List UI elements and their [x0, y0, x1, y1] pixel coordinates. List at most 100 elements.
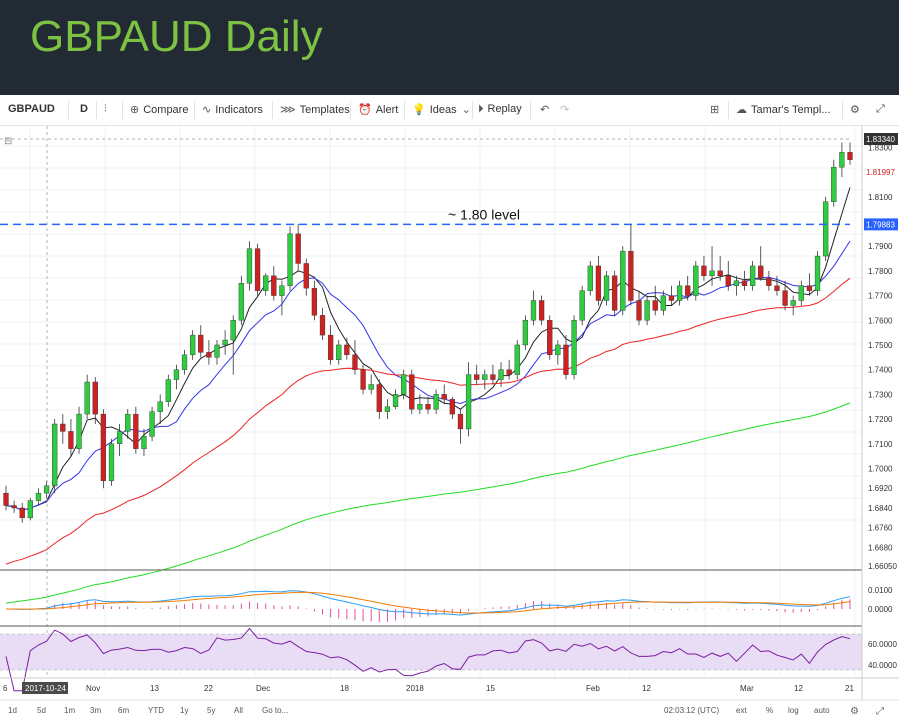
candle-body[interactable]	[198, 334, 204, 353]
candle-body[interactable]	[141, 436, 147, 449]
candle-body[interactable]	[133, 413, 139, 449]
candle-body[interactable]	[352, 354, 358, 370]
range-button-5d[interactable]: 5d	[37, 706, 46, 715]
interval-button[interactable]: D	[80, 103, 88, 115]
candle-body[interactable]	[100, 413, 107, 481]
candle-body[interactable]	[644, 300, 650, 321]
redo-button[interactable]: ↷	[560, 103, 573, 116]
candle-body[interactable]	[612, 275, 618, 311]
candle-body[interactable]	[125, 413, 131, 432]
symbol-button[interactable]: GBPAUD	[8, 103, 55, 115]
candle-body[interactable]	[522, 320, 529, 346]
candle-body[interactable]	[725, 275, 731, 286]
candle-body[interactable]	[360, 369, 366, 390]
candle-body[interactable]	[433, 394, 439, 410]
candle-body[interactable]	[157, 401, 163, 412]
range-button-ytd[interactable]: YTD	[148, 706, 164, 715]
chart-area[interactable]: ~ 1.80 level ⊟ 0.0100 0.0000 60.0000 40.00…	[0, 126, 899, 718]
candle-body[interactable]	[35, 492, 42, 501]
candle-body[interactable]	[782, 290, 788, 306]
candle-body[interactable]	[660, 295, 666, 311]
candle-body[interactable]	[693, 265, 699, 296]
candle-body[interactable]	[3, 492, 9, 506]
layout-grid-button[interactable]: ⊞	[710, 103, 723, 116]
candle-body[interactable]	[652, 300, 658, 311]
candle-body[interactable]	[319, 315, 326, 336]
candle-body[interactable]	[441, 394, 447, 400]
candle-body[interactable]	[84, 381, 90, 415]
candle-body[interactable]	[230, 320, 236, 341]
candle-body[interactable]	[60, 423, 66, 432]
candle-body[interactable]	[506, 369, 512, 375]
candle-body[interactable]	[717, 270, 723, 277]
candle-body[interactable]	[798, 285, 804, 301]
templates-button[interactable]: ⋙ Templates	[280, 103, 350, 116]
ext-toggle[interactable]: ext	[736, 706, 747, 715]
candle-body[interactable]	[636, 300, 642, 321]
candle-body[interactable]	[52, 423, 58, 486]
candle-body[interactable]	[831, 166, 837, 202]
candle-body[interactable]	[376, 384, 382, 412]
candle-body[interactable]	[303, 263, 309, 289]
candle-body[interactable]	[401, 374, 407, 395]
range-button-1y[interactable]: 1y	[180, 706, 188, 715]
candle-body[interactable]	[449, 399, 455, 415]
range-button-5y[interactable]: 5y	[207, 706, 215, 715]
candle-body[interactable]	[709, 270, 715, 277]
candle-body[interactable]	[790, 300, 796, 306]
candle-body[interactable]	[628, 250, 634, 301]
candle-body[interactable]	[668, 295, 675, 301]
candle-body[interactable]	[116, 431, 123, 444]
candle-body[interactable]	[214, 344, 220, 358]
expand-icon[interactable]: ⤢	[876, 706, 884, 717]
candle-body[interactable]	[676, 285, 683, 301]
candle-body[interactable]	[823, 201, 829, 257]
time-axis[interactable]: 6 2017-10-24 Nov 13 22 Dec 18 2018 15 Feb 12 Mar 12 2…	[3, 682, 854, 694]
candle-body[interactable]	[766, 278, 772, 286]
candle-body[interactable]	[295, 233, 301, 264]
candle-body[interactable]	[344, 344, 350, 356]
candle-body[interactable]	[336, 344, 342, 360]
candle-body[interactable]	[733, 280, 740, 286]
range-button-6m[interactable]: 6m	[118, 706, 129, 715]
settings-button[interactable]: ⚙	[850, 103, 864, 116]
candle-body[interactable]	[425, 404, 431, 410]
candle-body[interactable]	[108, 443, 115, 481]
candle-body[interactable]	[11, 505, 17, 509]
candle-body[interactable]	[165, 379, 171, 402]
candle-body[interactable]	[271, 275, 277, 296]
candle-body[interactable]	[839, 152, 845, 168]
candle-body[interactable]	[579, 290, 585, 321]
candle-body[interactable]	[327, 334, 334, 360]
candle-body[interactable]	[149, 411, 155, 437]
candle-body[interactable]	[27, 500, 33, 519]
gear-icon[interactable]: ⚙	[850, 706, 859, 717]
candle-body[interactable]	[246, 248, 253, 284]
candle-body[interactable]	[749, 265, 756, 286]
candle-body[interactable]	[287, 233, 293, 286]
percent-toggle[interactable]: %	[766, 706, 773, 715]
candle-body[interactable]	[620, 250, 626, 311]
replay-button[interactable]: ⏵ Replay	[478, 103, 522, 116]
candle-body[interactable]	[19, 507, 25, 519]
candle-body[interactable]	[547, 320, 553, 356]
compare-button[interactable]: ⊕ Compare	[130, 103, 188, 116]
candle-body[interactable]	[741, 280, 748, 286]
candle-body[interactable]	[774, 285, 780, 291]
candle-body[interactable]	[68, 431, 74, 449]
candle-body[interactable]	[587, 265, 593, 291]
candle-body[interactable]	[758, 265, 764, 279]
candle-body[interactable]	[384, 406, 391, 412]
range-button-1d[interactable]: 1d	[8, 706, 17, 715]
alert-button[interactable]: ⏰ Alert	[358, 103, 398, 116]
candle-body[interactable]	[206, 352, 212, 358]
candle-body[interactable]	[806, 285, 813, 291]
candle-body[interactable]	[190, 334, 196, 356]
candle-body[interactable]	[181, 354, 188, 370]
candle-body[interactable]	[701, 265, 707, 277]
goto-button[interactable]: Go to...	[262, 706, 288, 715]
candle-body[interactable]	[76, 413, 82, 449]
candle-body[interactable]	[538, 300, 545, 321]
candle-body[interactable]	[595, 265, 602, 301]
candle-body[interactable]	[847, 152, 853, 160]
